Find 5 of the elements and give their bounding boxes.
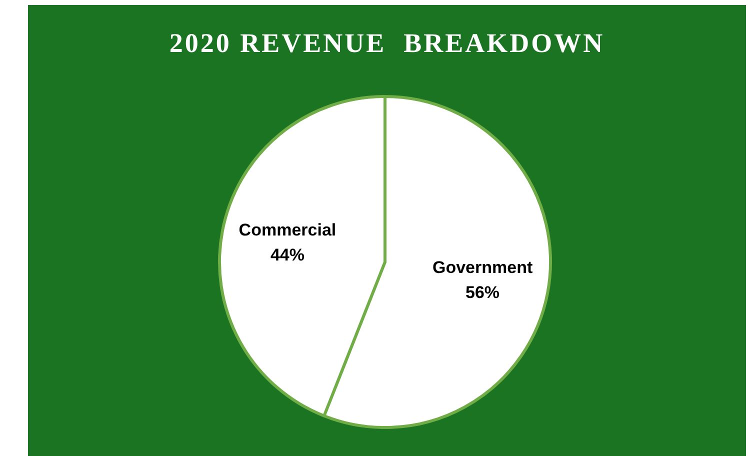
data-label: 56% [466,282,500,302]
data-label: 44% [270,246,304,265]
slice-label: Government [432,258,533,277]
chart-title: 2020 REVENUE BREAKDOWN [168,28,606,59]
slice-label: Commercial [238,220,336,240]
